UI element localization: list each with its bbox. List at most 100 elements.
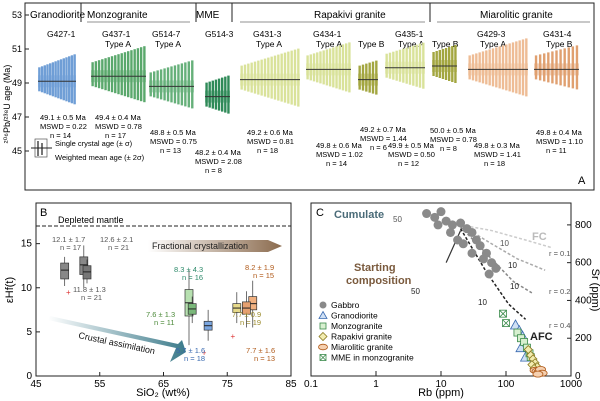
panel-b-letter: B — [40, 207, 47, 219]
age-bar — [120, 53, 123, 96]
gabbro-point — [436, 207, 446, 217]
miarolitic-point — [532, 370, 544, 378]
age-bar — [253, 61, 257, 94]
sample-n: n = 12 — [398, 159, 419, 168]
b-stat-value: 8.3 ± 4.3 — [174, 265, 203, 274]
age-bar — [143, 46, 146, 103]
group-header: Granodiorite — [30, 10, 85, 21]
a-ytick-label: 47 — [12, 112, 22, 122]
age-bar — [398, 49, 402, 82]
b-stat-value: 12.1 ± 1.7 — [52, 235, 85, 244]
sample-name: G437-1 — [102, 29, 131, 39]
depleted-mantle-label: Depleted mantle — [58, 215, 124, 225]
age-bar — [368, 62, 371, 93]
age-bar — [297, 48, 300, 107]
age-bar — [365, 63, 368, 92]
c-curve-label: 10 — [510, 282, 519, 291]
sample-age: 49.8 ± 0.4 Ma — [536, 128, 583, 137]
c-xtick-label: 1 — [373, 379, 379, 390]
age-bar — [243, 64, 247, 91]
legend-label: Gabbro — [331, 300, 360, 310]
b-stat-n: n = 16 — [182, 273, 203, 282]
sample-type: Type B — [432, 39, 459, 49]
sample-mswd: MSWD = 0.22 — [40, 122, 87, 131]
group-header: Miarolitic granite — [480, 10, 553, 21]
age-bar — [68, 56, 71, 103]
age-bar — [408, 46, 412, 85]
age-bar — [277, 54, 280, 101]
age-bar — [170, 66, 173, 103]
age-bar — [534, 55, 538, 80]
age-bar — [97, 60, 101, 89]
b-stat-n: n = 11 — [154, 318, 175, 327]
legend-label: Miarolitic granite — [331, 342, 393, 352]
c-xtick-label: 1000 — [560, 379, 583, 390]
sample-name: G514-3 — [205, 29, 234, 39]
c-curve-label: 10 — [508, 261, 517, 270]
legend-weighted-text: Weighted mean age (± 2σ) — [55, 153, 145, 162]
sample-age: 49.1 ± 0.5 Ma — [40, 113, 87, 122]
b-stat-value: 12.6 ± 2.1 — [100, 235, 133, 244]
age-bar — [395, 50, 398, 81]
age-bar — [525, 38, 528, 97]
age-bar — [217, 78, 221, 111]
gabbro-point — [478, 254, 488, 264]
b-stat-value: 11.8 ± 1.3 — [73, 285, 106, 294]
age-bar — [130, 50, 133, 99]
c-curve-label: 50 — [393, 215, 402, 224]
age-bar — [247, 63, 250, 92]
b-stat-n: n = 21 — [81, 293, 102, 302]
age-bar — [227, 75, 230, 114]
gabbro-point — [445, 227, 455, 237]
sample-age: 49.8 ± 0.3 Ma — [474, 141, 521, 150]
sample-n: n = 11 — [546, 146, 567, 155]
age-bar — [163, 68, 166, 101]
age-bar — [149, 72, 152, 97]
age-bar — [515, 41, 518, 94]
c-r-label: r = 0.4 — [549, 321, 570, 330]
legend-label: MME in monzogranite — [331, 353, 414, 363]
age-bar — [38, 67, 41, 92]
age-bar — [260, 59, 263, 96]
panel-c: C Cumulate Starting composition FC AFC 0… — [304, 202, 600, 399]
age-bar — [123, 52, 127, 97]
age-bar — [438, 50, 442, 78]
age-bar — [51, 62, 55, 97]
age-bar — [325, 49, 329, 86]
sample-name: G429-3 — [477, 29, 506, 39]
b-stat-value: 7.6 ± 1.3 — [146, 310, 175, 319]
sample-n: n = 18 — [484, 159, 505, 168]
fractional-arrow — [148, 240, 282, 252]
age-bar — [54, 61, 57, 98]
age-bar — [341, 44, 345, 91]
group-header: Monzogranite — [87, 10, 148, 21]
panel-b-boxes: + + + — [60, 245, 258, 358]
age-bar — [127, 51, 130, 98]
sample-n: n = 14 — [50, 131, 71, 140]
sample-mswd: MSWD = 1.02 — [316, 150, 363, 159]
age-bar — [501, 45, 505, 90]
panel-a-group-headers: Granodiorite Monzogranite MME Rapakivi gran… — [30, 3, 590, 23]
sample-mswd: MSWD = 0.50 — [388, 150, 435, 159]
sample-name: G431-3 — [253, 29, 282, 39]
age-bar — [468, 55, 471, 80]
age-bar — [495, 47, 498, 88]
age-bar — [205, 82, 208, 107]
b-stat-value: 7.7 ± 0.9 — [232, 310, 261, 319]
c-curve-label: 10 — [500, 239, 509, 248]
age-bar — [418, 43, 422, 88]
sample-age: 48.2 ± 0.4 Ma — [195, 148, 242, 157]
sample-n: n = 6 — [370, 143, 387, 152]
age-bar — [191, 60, 194, 109]
panel-c-axes: 0.1 1 10 100 1000 800 600 400 200 0 — [304, 220, 592, 390]
sample-n: n = 13 — [160, 146, 181, 155]
sample-name: G434-1 — [313, 29, 342, 39]
c-r-label: r = 0.2 — [549, 287, 570, 296]
c-ytick-label: 400 — [575, 295, 592, 306]
age-bar — [478, 52, 481, 83]
sample-name: G435-1 — [395, 29, 424, 39]
b-outlier: + — [230, 332, 235, 341]
age-bar — [49, 63, 52, 96]
